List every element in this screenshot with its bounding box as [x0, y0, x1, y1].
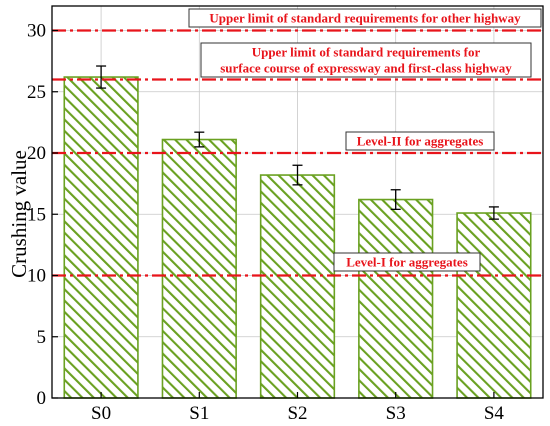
bar-S4	[456, 212, 532, 399]
reference-label: Upper limit of standard requirements for…	[209, 11, 521, 26]
x-tick-label: S0	[91, 403, 111, 424]
x-tick-label: S2	[287, 403, 307, 424]
reference-label-box	[333, 252, 481, 272]
y-tick-label: 0	[37, 388, 47, 409]
reference-label: Upper limit of standard requirements for	[252, 45, 481, 60]
x-tick-label: S1	[189, 403, 209, 424]
bar-S1	[161, 138, 237, 399]
x-tick-label: S4	[484, 403, 505, 424]
y-tick-label: 30	[27, 21, 46, 42]
bar-S2	[259, 174, 336, 399]
y-tick-label: 5	[37, 327, 47, 348]
x-tick-label: S3	[386, 403, 406, 424]
bars	[63, 65, 532, 399]
bar-S3	[358, 198, 434, 399]
y-tick-label: 10	[27, 266, 46, 287]
y-axis-label: Crushing value	[7, 150, 31, 278]
y-tick-label: 20	[27, 143, 46, 164]
y-tick-label: 15	[27, 204, 46, 225]
reference-lines: Upper limit of standard requirements for…	[52, 8, 543, 277]
bar-S0	[63, 76, 139, 399]
reference-label-box	[345, 131, 495, 151]
y-tick-label: 25	[27, 82, 46, 103]
reference-label-box	[188, 8, 542, 28]
reference-label: Level-II for aggregates	[357, 134, 484, 149]
reference-label: Level-I for aggregates	[346, 255, 468, 270]
reference-label-box	[200, 42, 532, 78]
reference-label: surface course of expressway and first-c…	[220, 61, 512, 76]
axes: 0 5 10 15 20 25 30 S0 S1 S2 S3 S4	[27, 5, 544, 424]
